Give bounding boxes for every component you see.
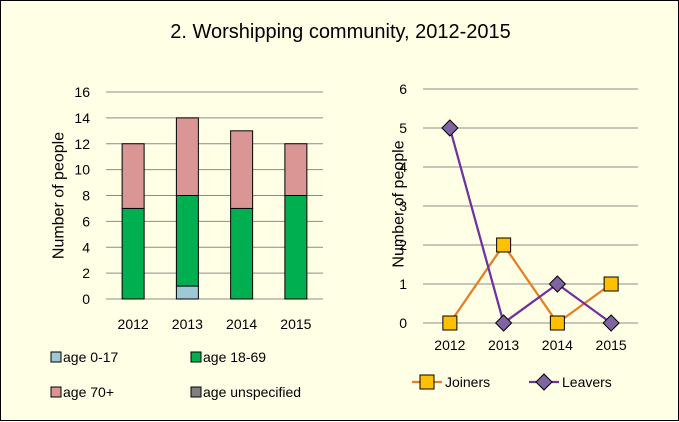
line-legend-label: Joiners bbox=[445, 374, 490, 390]
line-point-leavers bbox=[548, 275, 567, 293]
line-y-tick-label: 3 bbox=[399, 198, 407, 214]
bar-legend-swatch bbox=[190, 351, 202, 363]
bar-legend-label: age unspecified bbox=[203, 384, 301, 400]
bar-segment bbox=[230, 130, 254, 209]
line-point-joiners bbox=[442, 315, 458, 331]
bar-y-tick-label: 4 bbox=[82, 239, 90, 255]
bar-x-tick-label: 2015 bbox=[280, 316, 311, 332]
bar-y-tick-label: 0 bbox=[82, 291, 90, 307]
bar-legend-label: age 70+ bbox=[63, 384, 114, 400]
bar-segment bbox=[175, 117, 199, 196]
line-point-leavers bbox=[602, 314, 620, 332]
line-legend-marker bbox=[535, 373, 553, 391]
bar-y-tick-label: 14 bbox=[74, 110, 90, 126]
bar-segment bbox=[175, 285, 199, 300]
bar-segment bbox=[175, 195, 199, 287]
bar-legend-swatch bbox=[50, 351, 62, 363]
bar-y-tick-label: 16 bbox=[74, 84, 90, 100]
line-x-tick-label: 2012 bbox=[434, 337, 465, 353]
bar-y-tick-label: 12 bbox=[74, 136, 90, 152]
line-y-tick-label: 1 bbox=[399, 276, 407, 292]
bar-x-tick-label: 2014 bbox=[226, 316, 257, 332]
bar-segment bbox=[284, 195, 308, 300]
line-legend-label: Leavers bbox=[562, 374, 612, 390]
bar-legend-swatch bbox=[50, 386, 62, 398]
bar-segment bbox=[121, 207, 145, 300]
line-point-joiners bbox=[549, 315, 565, 331]
bar-legend-swatch bbox=[190, 386, 202, 398]
line-y-axis-title: Number of people bbox=[391, 140, 408, 267]
line-point-leavers bbox=[494, 314, 513, 332]
bar-segment bbox=[230, 207, 254, 300]
bar-segment bbox=[121, 143, 145, 209]
chart-title: 2. Worshipping community, 2012-2015 bbox=[170, 21, 511, 43]
bar-legend-label: age 0-17 bbox=[63, 349, 118, 365]
line-point-joiners bbox=[496, 237, 512, 253]
bar-legend-label: age 18-69 bbox=[203, 349, 266, 365]
line-x-tick-label: 2013 bbox=[488, 337, 519, 353]
bar-y-tick-label: 10 bbox=[74, 162, 90, 178]
line-y-tick-label: 4 bbox=[399, 159, 407, 175]
line-point-leavers bbox=[441, 119, 459, 137]
bar-y-tick-label: 2 bbox=[82, 265, 90, 281]
bar-y-tick-label: 6 bbox=[82, 213, 90, 229]
bar-x-tick-label: 2012 bbox=[118, 316, 149, 332]
bar-segment bbox=[284, 143, 308, 196]
line-x-tick-label: 2014 bbox=[542, 337, 573, 353]
line-legend-marker bbox=[419, 374, 435, 390]
line-point-joiners bbox=[603, 276, 619, 292]
line-y-tick-label: 6 bbox=[399, 81, 407, 97]
bar-y-tick-label: 8 bbox=[82, 188, 90, 204]
bar-x-tick-label: 2013 bbox=[172, 316, 203, 332]
line-y-tick-label: 0 bbox=[399, 315, 407, 331]
line-x-tick-label: 2015 bbox=[596, 337, 627, 353]
line-y-tick-label: 2 bbox=[399, 237, 407, 253]
line-y-tick-label: 5 bbox=[399, 120, 407, 136]
bar-y-axis-title: Number of people bbox=[51, 132, 68, 259]
line-series-leavers bbox=[448, 127, 612, 325]
